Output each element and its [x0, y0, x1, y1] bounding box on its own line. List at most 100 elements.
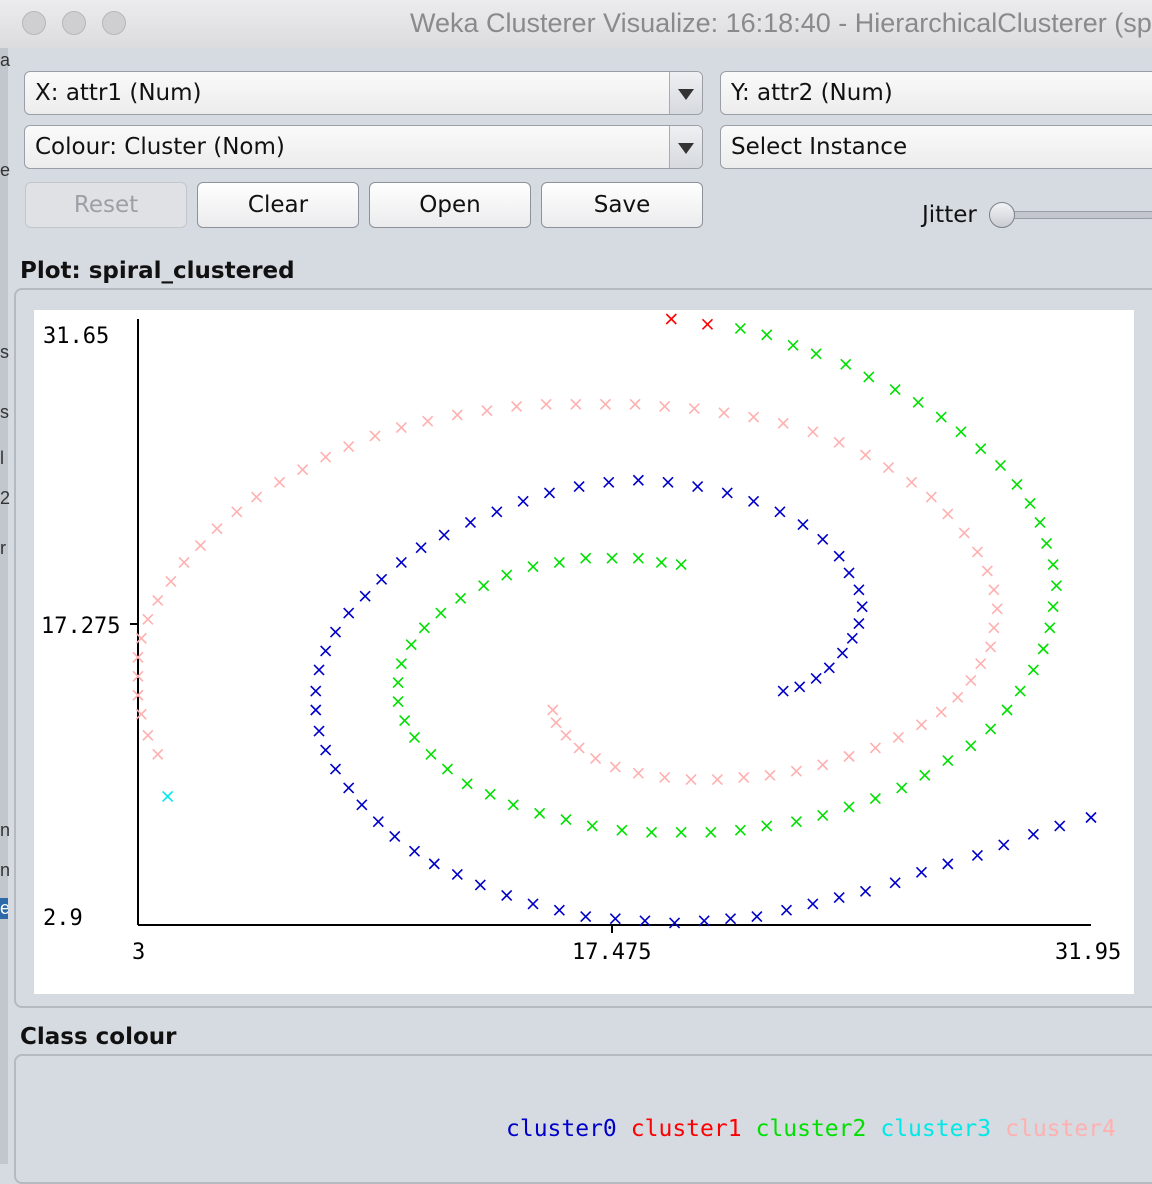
data-point-cluster4[interactable] [859, 449, 872, 461]
data-point-cluster4[interactable] [892, 731, 904, 743]
y-axis-select[interactable]: Y: attr2 (Num) [720, 71, 1152, 115]
data-point-cluster1[interactable] [701, 318, 714, 330]
data-point-cluster2[interactable] [1047, 558, 1059, 571]
data-point-cluster0[interactable] [464, 516, 477, 528]
data-point-cluster0[interactable] [915, 866, 928, 878]
data-point-cluster0[interactable] [408, 845, 421, 857]
data-point-cluster0[interactable] [310, 685, 322, 697]
data-point-cluster4[interactable] [547, 704, 559, 716]
data-point-cluster2[interactable] [1044, 622, 1056, 634]
data-point-cluster4[interactable] [250, 491, 263, 503]
data-point-cluster0[interactable] [376, 573, 388, 585]
data-point-cluster2[interactable] [1011, 478, 1023, 491]
data-point-cluster0[interactable] [777, 685, 789, 697]
data-point-cluster4[interactable] [609, 761, 621, 773]
data-point-cluster2[interactable] [994, 459, 1007, 472]
data-point-cluster4[interactable] [985, 641, 997, 653]
data-point-cluster2[interactable] [1001, 704, 1013, 716]
data-point-cluster0[interactable] [1085, 811, 1097, 824]
data-point-cluster4[interactable] [659, 400, 671, 413]
data-point-cluster2[interactable] [418, 622, 430, 634]
save-button[interactable]: Save [541, 182, 703, 228]
data-point-cluster0[interactable] [751, 911, 763, 923]
data-point-cluster4[interactable] [560, 729, 572, 741]
legend-entry-cluster4[interactable]: cluster4 [1005, 1116, 1116, 1142]
data-point-cluster0[interactable] [836, 647, 849, 659]
data-point-cluster1[interactable] [665, 313, 677, 325]
data-point-cluster4[interactable] [981, 565, 993, 577]
data-point-cluster0[interactable] [451, 868, 463, 880]
data-point-cluster4[interactable] [925, 491, 937, 503]
data-point-cluster4[interactable] [738, 771, 750, 784]
data-point-cluster2[interactable] [580, 552, 592, 564]
data-point-cluster4[interactable] [320, 451, 332, 463]
data-point-cluster2[interactable] [817, 809, 829, 821]
data-point-cluster2[interactable] [478, 580, 490, 592]
legend-entry-cluster3[interactable]: cluster3 [880, 1116, 992, 1142]
data-point-cluster2[interactable] [655, 556, 667, 569]
data-point-cluster2[interactable] [405, 639, 417, 651]
data-point-cluster4[interactable] [570, 398, 582, 410]
data-point-cluster2[interactable] [965, 740, 977, 752]
clear-button[interactable]: Clear [197, 182, 359, 228]
data-point-cluster2[interactable] [408, 731, 421, 743]
data-point-cluster4[interactable] [132, 670, 144, 682]
data-point-cluster0[interactable] [639, 915, 651, 927]
data-point-cluster0[interactable] [817, 533, 829, 545]
data-point-cluster0[interactable] [823, 662, 835, 674]
data-point-cluster2[interactable] [395, 658, 407, 670]
data-point-cluster4[interactable] [231, 506, 243, 518]
data-point-cluster2[interactable] [734, 322, 746, 335]
data-point-cluster0[interactable] [774, 506, 786, 518]
data-point-cluster0[interactable] [669, 917, 681, 929]
chevron-down-icon[interactable] [669, 126, 702, 168]
data-point-cluster4[interactable] [343, 440, 355, 453]
data-point-cluster0[interactable] [320, 645, 332, 657]
data-point-cluster4[interactable] [975, 658, 987, 670]
data-point-cluster0[interactable] [343, 782, 355, 794]
data-point-cluster0[interactable] [553, 904, 565, 916]
data-point-cluster0[interactable] [698, 915, 710, 927]
data-point-cluster2[interactable] [935, 411, 947, 423]
data-point-cluster2[interactable] [616, 824, 628, 836]
data-point-cluster4[interactable] [991, 603, 1003, 615]
data-point-cluster0[interactable] [833, 550, 845, 562]
data-point-cluster2[interactable] [586, 820, 598, 832]
data-point-cluster0[interactable] [580, 911, 592, 923]
data-point-cluster0[interactable] [797, 518, 809, 531]
data-point-cluster4[interactable] [132, 689, 144, 701]
data-point-cluster2[interactable] [675, 826, 687, 838]
data-point-cluster2[interactable] [843, 801, 855, 813]
data-point-cluster0[interactable] [853, 584, 865, 596]
data-point-cluster2[interactable] [889, 384, 901, 396]
data-point-cluster2[interactable] [392, 696, 404, 708]
data-point-cluster2[interactable] [425, 748, 437, 760]
data-point-cluster4[interactable] [297, 464, 309, 476]
data-point-cluster2[interactable] [675, 558, 687, 571]
data-point-cluster2[interactable] [455, 592, 467, 604]
data-point-cluster4[interactable] [685, 773, 697, 786]
data-point-cluster4[interactable] [777, 417, 789, 429]
data-point-cluster0[interactable] [810, 672, 822, 684]
data-point-cluster2[interactable] [896, 782, 908, 794]
data-point-cluster2[interactable] [975, 443, 987, 455]
legend-entry-cluster2[interactable]: cluster2 [755, 1116, 867, 1142]
data-point-cluster2[interactable] [955, 426, 967, 438]
data-point-cluster0[interactable] [310, 704, 322, 716]
data-point-cluster4[interactable] [511, 400, 523, 413]
data-point-cluster0[interactable] [942, 858, 954, 870]
data-point-cluster0[interactable] [807, 898, 819, 910]
data-point-cluster0[interactable] [780, 904, 793, 916]
data-point-cluster0[interactable] [971, 849, 983, 862]
scatter-plot[interactable]: 31.65 17.275 2.9 3 17.475 31.95 [34, 310, 1134, 994]
data-point-cluster2[interactable] [1027, 664, 1039, 676]
data-point-cluster0[interactable] [724, 913, 737, 925]
data-point-cluster2[interactable] [1040, 537, 1053, 550]
data-point-cluster0[interactable] [603, 476, 615, 488]
data-point-cluster0[interactable] [853, 618, 865, 630]
data-point-cluster4[interactable] [952, 691, 964, 703]
data-point-cluster4[interactable] [869, 742, 881, 754]
data-point-cluster2[interactable] [790, 816, 802, 828]
data-point-cluster4[interactable] [988, 622, 1000, 634]
data-point-cluster2[interactable] [606, 552, 618, 564]
